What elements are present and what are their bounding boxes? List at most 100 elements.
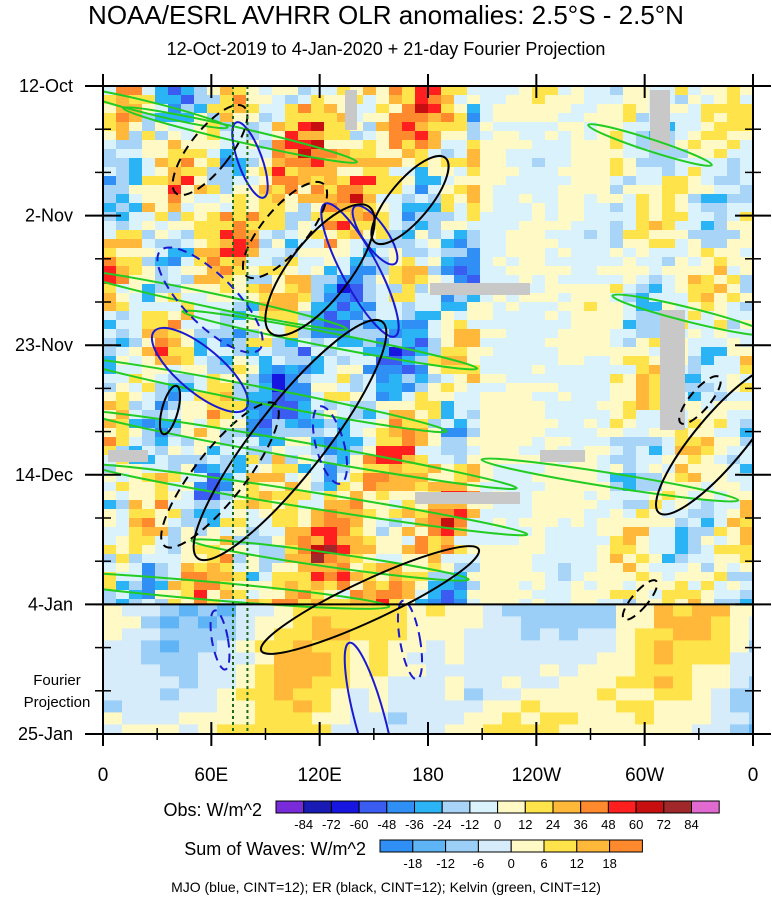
projection-cell bbox=[597, 652, 617, 665]
field-cell bbox=[480, 104, 494, 114]
field-cell bbox=[155, 536, 169, 546]
field-cell bbox=[688, 545, 702, 555]
field-cell bbox=[389, 518, 403, 528]
field-cell bbox=[714, 275, 728, 285]
field-cell bbox=[181, 167, 195, 177]
field-cell bbox=[701, 158, 715, 168]
field-cell bbox=[402, 212, 416, 222]
field-cell bbox=[194, 536, 208, 546]
projection-cell bbox=[426, 688, 446, 701]
field-cell bbox=[116, 248, 130, 258]
field-cell bbox=[571, 266, 585, 276]
field-cell bbox=[623, 320, 637, 330]
field-cell bbox=[545, 581, 559, 591]
field-cell bbox=[688, 347, 702, 357]
field-cell bbox=[506, 473, 520, 483]
field-cell bbox=[129, 221, 143, 231]
projection-cell bbox=[711, 652, 731, 665]
field-cell bbox=[441, 482, 455, 492]
field-cell bbox=[272, 95, 286, 105]
field-cell bbox=[116, 365, 130, 375]
field-cell bbox=[675, 275, 689, 285]
field-cell bbox=[285, 545, 299, 555]
field-cell bbox=[402, 338, 416, 348]
field-cell bbox=[324, 401, 338, 411]
field-cell bbox=[727, 383, 741, 393]
field-cell bbox=[493, 167, 507, 177]
field-cell bbox=[350, 302, 364, 312]
kelvin-contour bbox=[103, 356, 448, 434]
field-cell bbox=[428, 464, 442, 474]
field-cell bbox=[220, 293, 234, 303]
field-cell bbox=[272, 518, 286, 528]
field-cell bbox=[402, 428, 416, 438]
field-cell bbox=[246, 545, 260, 555]
field-cell bbox=[389, 329, 403, 339]
colorbar-swatch bbox=[691, 800, 720, 814]
field-cell bbox=[506, 140, 520, 150]
projection-cell bbox=[559, 664, 579, 677]
field-cell bbox=[662, 176, 676, 186]
field-cell bbox=[454, 329, 468, 339]
field-cell bbox=[246, 212, 260, 222]
field-cell bbox=[246, 491, 260, 501]
field-cell bbox=[285, 383, 299, 393]
field-cell bbox=[675, 185, 689, 195]
field-cell bbox=[116, 311, 130, 321]
field-cell bbox=[272, 230, 286, 240]
field-cell bbox=[493, 239, 507, 249]
field-cell bbox=[532, 194, 546, 204]
field-cell bbox=[597, 509, 611, 519]
field-cell bbox=[155, 122, 169, 132]
projection-cell bbox=[236, 628, 256, 641]
field-cell bbox=[597, 464, 611, 474]
field-cell bbox=[194, 437, 208, 447]
projection-cell bbox=[217, 676, 237, 689]
field-cell bbox=[558, 149, 572, 159]
field-cell bbox=[467, 320, 481, 330]
field-cell bbox=[337, 329, 351, 339]
field-cell bbox=[584, 266, 598, 276]
field-cell bbox=[181, 464, 195, 474]
field-cell bbox=[441, 374, 455, 384]
field-cell bbox=[610, 464, 624, 474]
field-cell bbox=[363, 338, 377, 348]
projection-cell bbox=[274, 724, 294, 734]
field-cell bbox=[454, 365, 468, 375]
field-cell bbox=[233, 536, 247, 546]
field-cell bbox=[129, 401, 143, 411]
field-cell bbox=[649, 563, 663, 573]
field-cell bbox=[194, 131, 208, 141]
field-cell bbox=[363, 329, 377, 339]
field-cell bbox=[493, 554, 507, 564]
field-cell bbox=[740, 356, 753, 366]
field-cell bbox=[493, 419, 507, 429]
field-cell bbox=[337, 176, 351, 186]
field-cell bbox=[207, 167, 221, 177]
field-cell bbox=[571, 527, 585, 537]
projection-cell bbox=[274, 688, 294, 701]
field-cell bbox=[636, 122, 650, 132]
field-cell bbox=[454, 122, 468, 132]
field-cell bbox=[480, 122, 494, 132]
field-cell bbox=[402, 392, 416, 402]
field-cell bbox=[623, 356, 637, 366]
projection-cell bbox=[426, 724, 446, 734]
field-cell bbox=[493, 347, 507, 357]
field-cell bbox=[597, 194, 611, 204]
field-cell bbox=[402, 185, 416, 195]
field-cell bbox=[480, 500, 494, 510]
field-cell bbox=[155, 293, 169, 303]
field-cell bbox=[220, 149, 234, 159]
field-cell bbox=[675, 284, 689, 294]
field-cell bbox=[168, 95, 182, 105]
field-cell bbox=[155, 347, 169, 357]
field-cell bbox=[519, 320, 533, 330]
field-cell bbox=[727, 248, 741, 258]
field-cell bbox=[597, 302, 611, 312]
projection-cell bbox=[635, 640, 655, 653]
field-cell bbox=[688, 527, 702, 537]
field-cell bbox=[168, 338, 182, 348]
field-cell bbox=[740, 410, 753, 420]
field-cell bbox=[298, 212, 312, 222]
